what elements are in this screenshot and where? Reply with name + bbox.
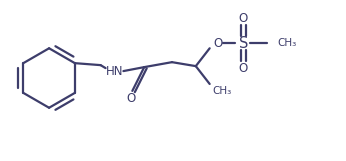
Text: S: S — [239, 36, 248, 51]
Text: O: O — [127, 92, 136, 105]
Text: O: O — [239, 12, 248, 25]
Text: CH₃: CH₃ — [277, 38, 296, 48]
Text: CH₃: CH₃ — [213, 86, 232, 96]
Text: HN: HN — [106, 65, 123, 78]
Text: O: O — [239, 62, 248, 75]
Text: O: O — [213, 37, 222, 50]
